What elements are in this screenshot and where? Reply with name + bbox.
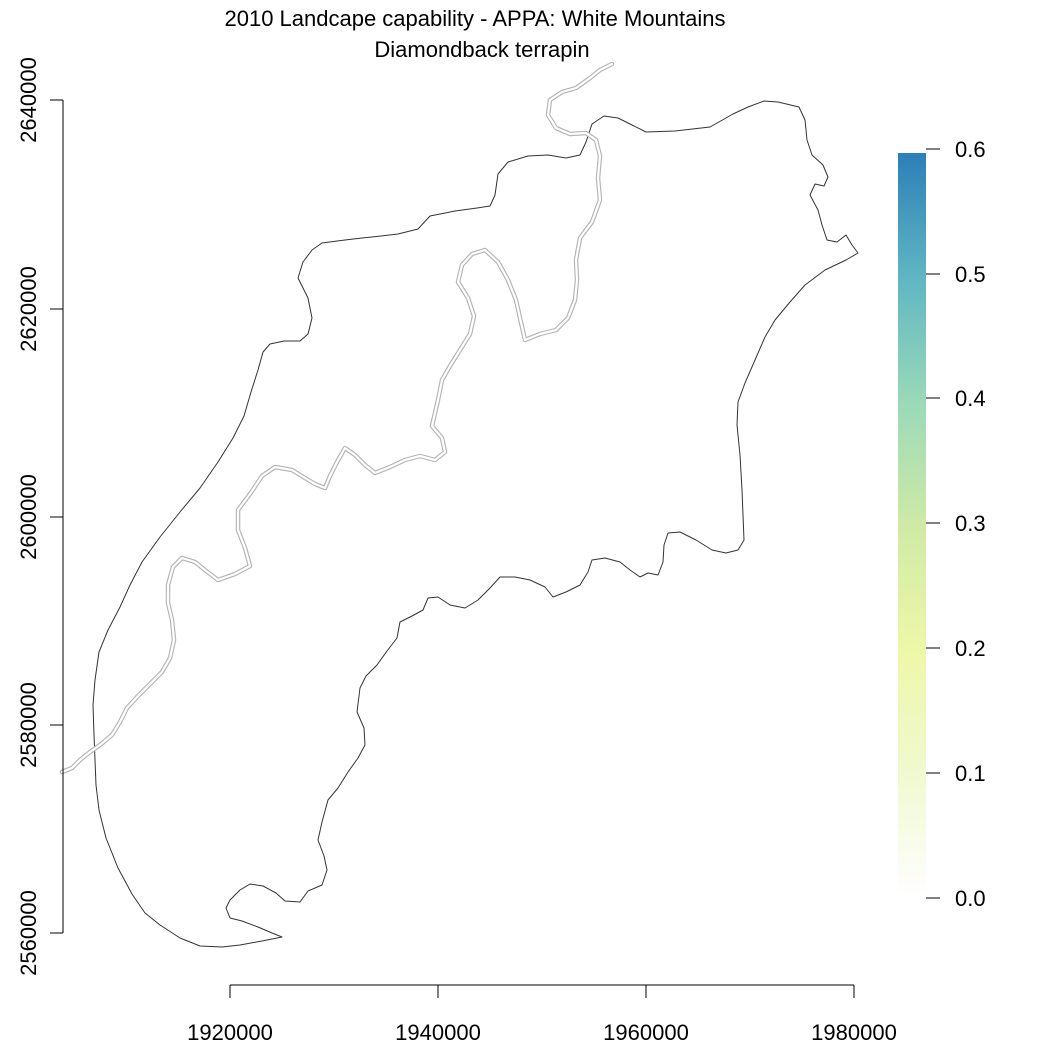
legend-tick-label: 0.3 xyxy=(955,511,986,536)
x-tick-label: 1920000 xyxy=(187,1020,273,1045)
map-title: 2010 Landcape capability - APPA: White M… xyxy=(224,6,725,31)
map-subtitle: Diamondback terrapin xyxy=(374,37,589,62)
legend-tick-label: 0.6 xyxy=(955,137,986,162)
x-tick-label: 1980000 xyxy=(811,1020,897,1045)
y-tick-label: 2640000 xyxy=(16,57,41,143)
x-tick-label: 1940000 xyxy=(395,1020,481,1045)
legend-gradient xyxy=(898,153,926,898)
y-tick-label: 2600000 xyxy=(16,474,41,560)
legend-tick-label: 0.2 xyxy=(955,636,986,661)
legend-tick-label: 0.4 xyxy=(955,386,986,411)
legend-tick-label: 0.1 xyxy=(955,761,986,786)
x-tick-label: 1960000 xyxy=(603,1020,689,1045)
legend-tick-label: 0.5 xyxy=(955,262,986,287)
legend-tick-label: 0.0 xyxy=(955,886,986,911)
y-tick-label: 2560000 xyxy=(16,890,41,976)
y-axis: 2560000 2580000 2600000 2620000 2640000 xyxy=(16,57,64,976)
legend-colorbar: 0.0 0.1 0.2 0.3 0.4 0.5 0.6 xyxy=(898,137,986,911)
x-axis: 1920000 1940000 1960000 1980000 xyxy=(187,984,897,1045)
y-tick-label: 2580000 xyxy=(16,682,41,768)
appalachian-trail xyxy=(59,61,615,775)
region-boundary xyxy=(92,100,859,948)
y-tick-label: 2620000 xyxy=(16,266,41,352)
